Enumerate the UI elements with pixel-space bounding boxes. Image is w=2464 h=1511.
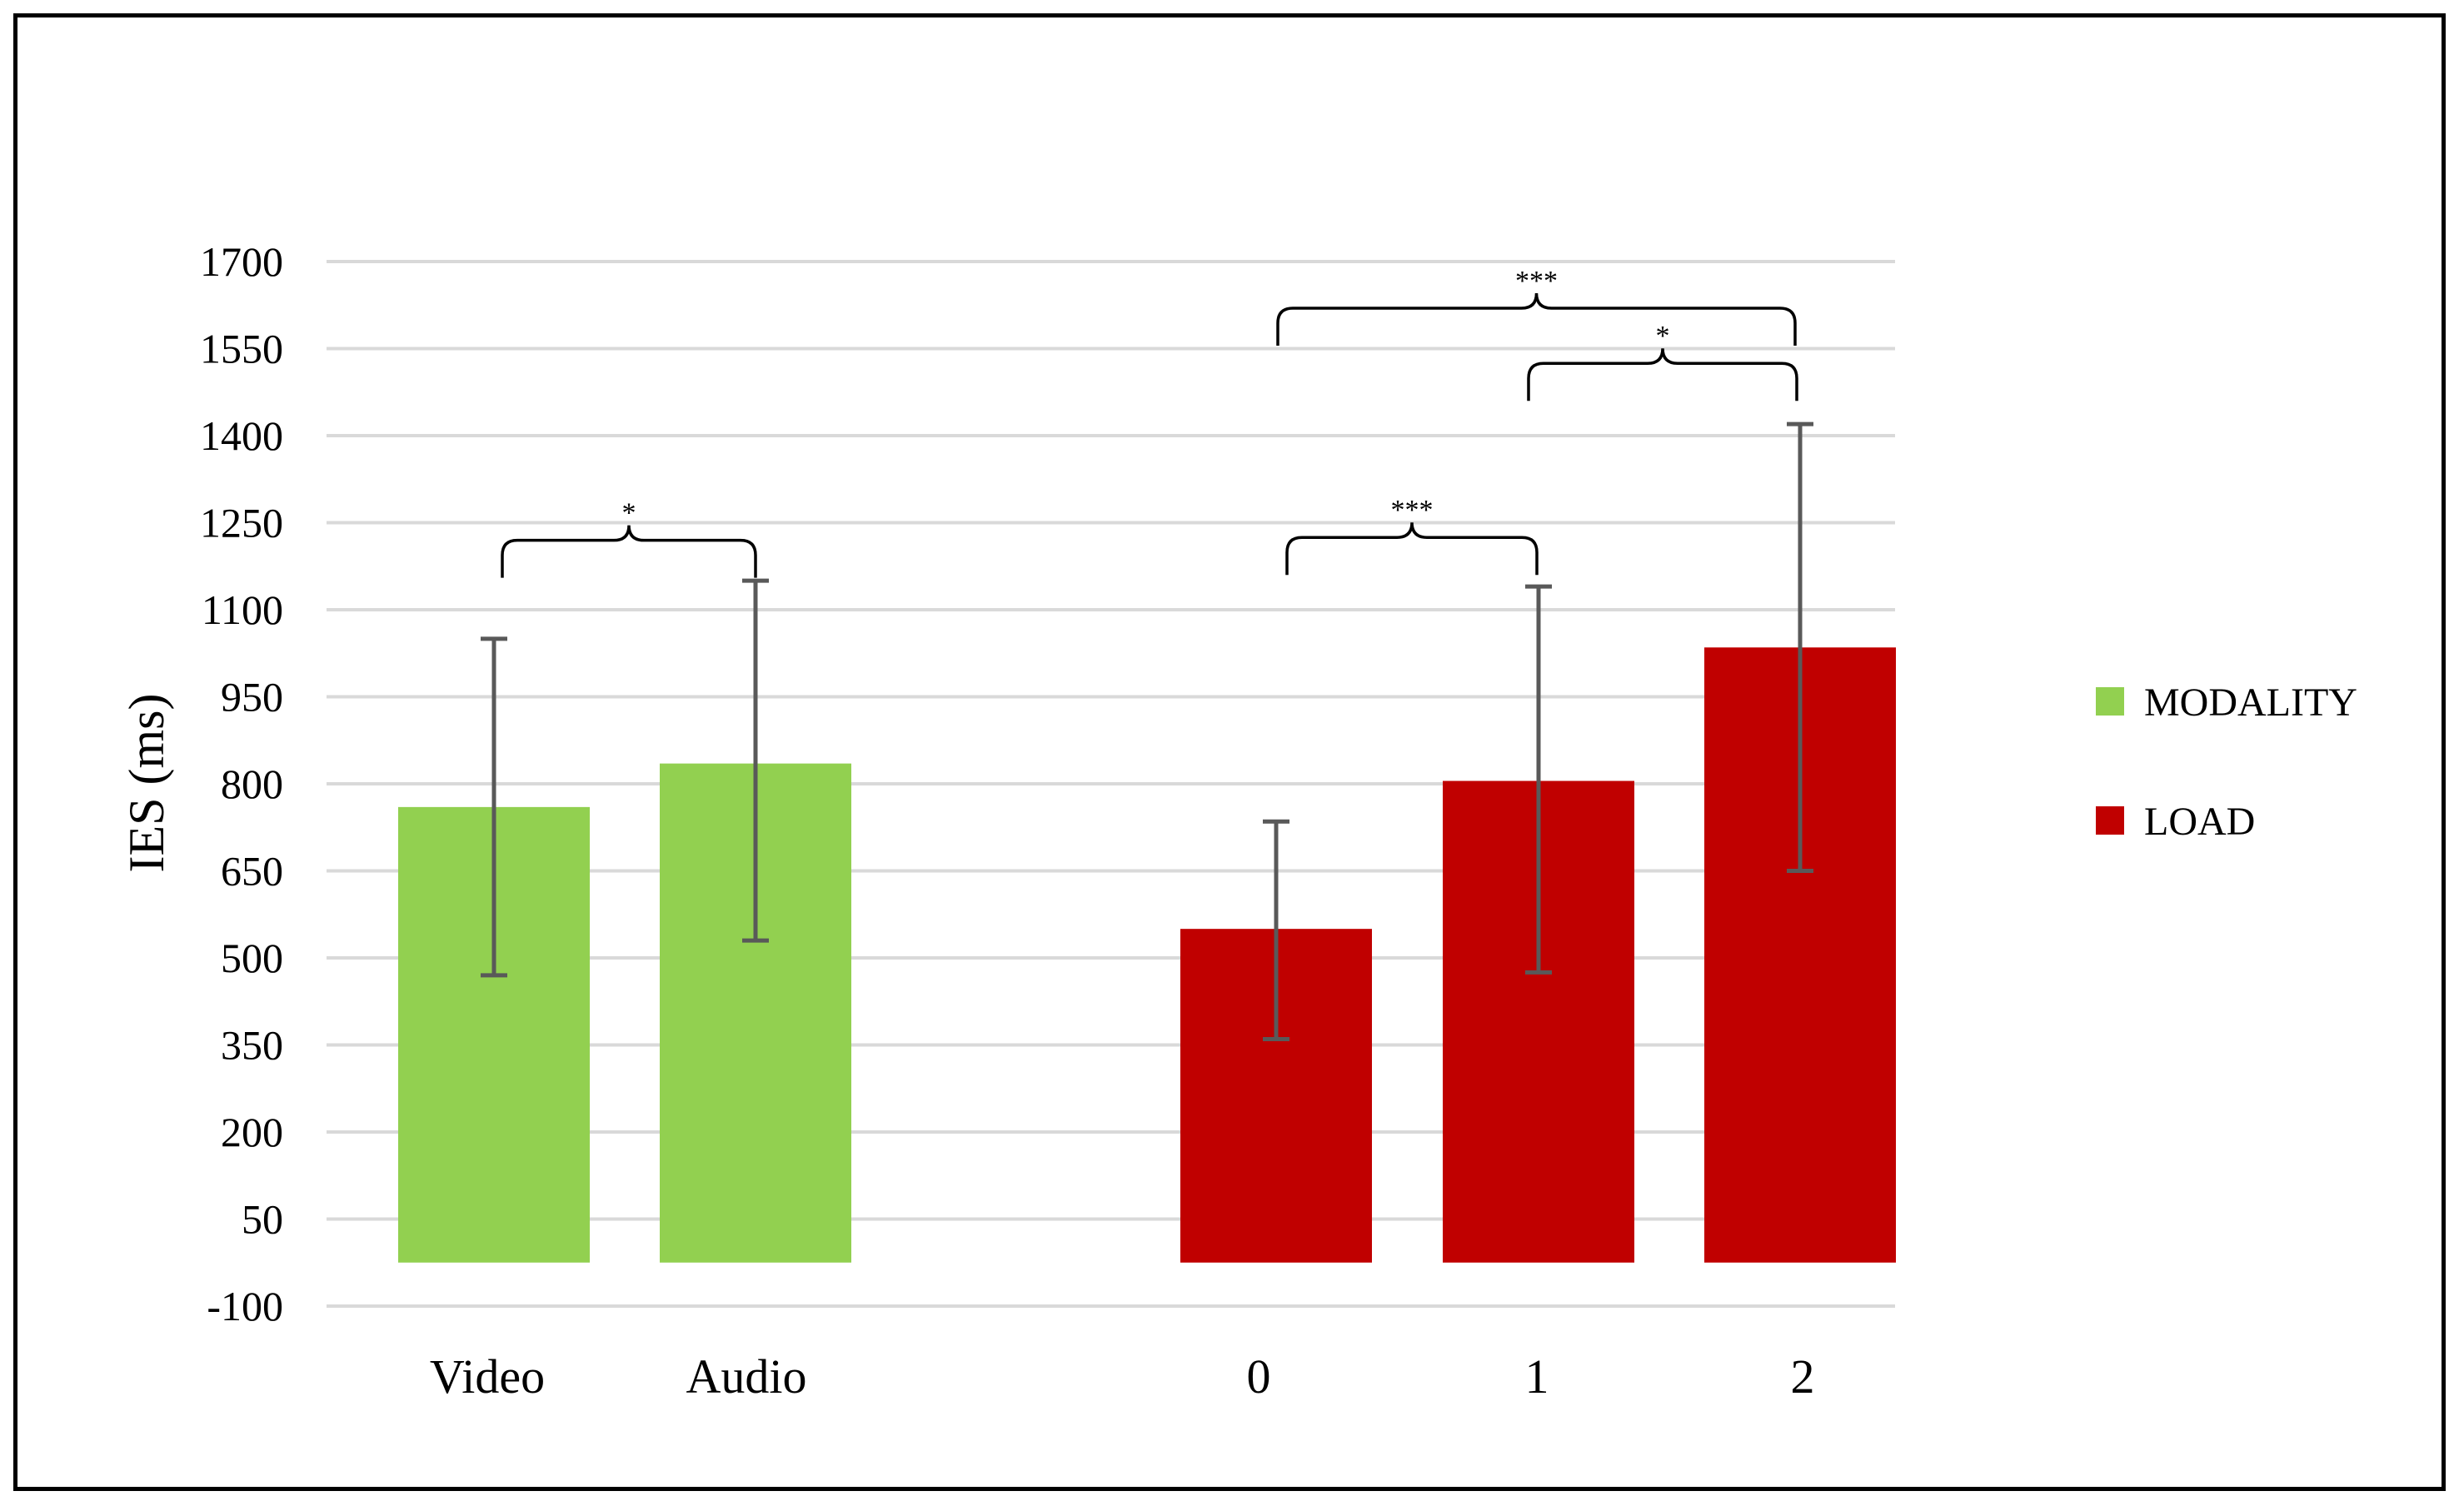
significance-bracket [1276, 292, 1797, 347]
y-tick-labels: -100 50 200 350 500 650 800 950 1100 1250 1400 1550… [200, 238, 283, 1329]
bars [398, 647, 1896, 1263]
y-tick-label: 200 [221, 1109, 283, 1155]
x-category-label: 1 [1525, 1349, 1549, 1404]
x-category-label: 0 [1247, 1349, 1271, 1404]
significance-bracket [1527, 348, 1798, 401]
legend-label-modality: MODALITY [2144, 681, 2357, 725]
y-tick-label: 1250 [200, 500, 283, 546]
significance-label: * [622, 498, 636, 529]
legend: MODALITY LOAD [2096, 681, 2357, 844]
y-tick-label: 1400 [200, 412, 283, 459]
y-tick-label: 800 [221, 760, 283, 807]
y-tick-label: 1700 [200, 238, 283, 285]
significance-label: *** [1515, 266, 1558, 297]
x-category-label: Audio [686, 1349, 807, 1404]
legend-swatch-load [2096, 806, 2124, 835]
y-tick-label: 50 [242, 1196, 283, 1243]
y-axis-label: IES (ms) [119, 694, 174, 873]
significance-bracket [501, 525, 757, 578]
legend-swatch-modality [2096, 687, 2124, 716]
significance-label: * [1656, 321, 1670, 352]
y-tick-label: 350 [221, 1022, 283, 1069]
significance-bracket [1285, 522, 1539, 576]
x-category-label: 2 [1791, 1349, 1815, 1404]
significance-brackets: * ******* [501, 266, 1798, 578]
significance-label: *** [1391, 495, 1434, 526]
y-tick-label: 950 [221, 674, 283, 721]
y-tick-label: 1550 [200, 326, 283, 372]
y-tick-label: -100 [207, 1283, 283, 1329]
y-tick-label: 500 [221, 935, 283, 981]
y-tick-label: 650 [221, 848, 283, 895]
x-category-label: Video [430, 1349, 545, 1404]
legend-label-load: LOAD [2144, 800, 2255, 844]
y-tick-label: 1100 [202, 586, 283, 633]
error-bars [481, 421, 1813, 1042]
category-labels: Video Audio 0 1 2 [430, 1349, 1815, 1404]
